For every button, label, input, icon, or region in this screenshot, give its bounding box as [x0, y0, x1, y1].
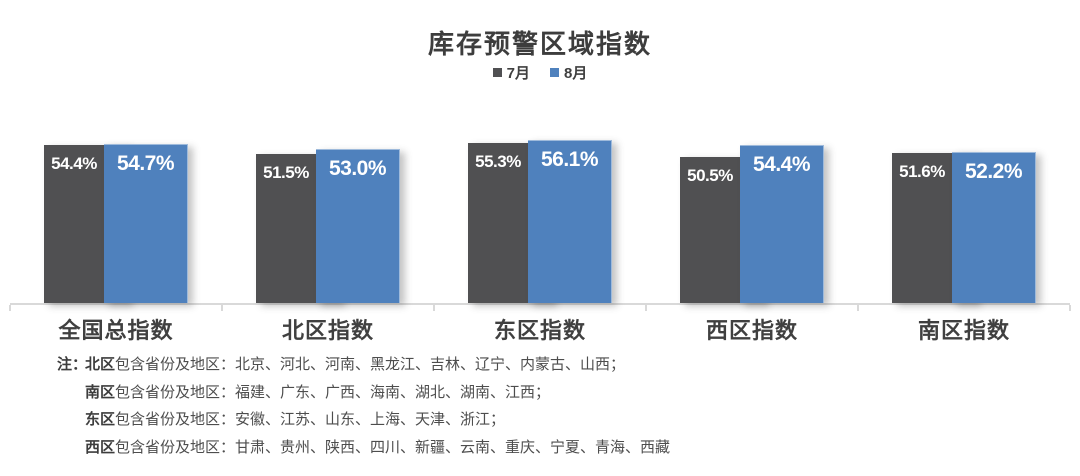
note-text-west: 包含省份及地区：甘肃、贵州、陕西、四川、新疆、云南、重庆、宁夏、青海、西藏: [115, 438, 671, 456]
bar-value-label: 51.6%: [899, 162, 945, 182]
note-prefix: 注：: [57, 356, 88, 373]
chart-title: 库存预警区域指数: [427, 29, 652, 59]
category-label-西区指数: 西区指数: [705, 318, 798, 343]
note-line: 东区包含省份及地区：安徽、江苏、山东、上海、天津、浙江；: [57, 406, 670, 434]
legend-label-july: 7月: [506, 65, 530, 82]
note-region-south: 南区: [85, 383, 116, 401]
category-axis: 全国总指数 北区指数 东区指数 西区指数 南区指数: [10, 313, 1070, 345]
category-label-北区指数: 北区指数: [281, 318, 374, 343]
axis-tick: [1069, 305, 1071, 311]
note-text-east: 包含省份及地区：安徽、江苏、山东、上海、天津、浙江；: [115, 411, 506, 428]
bar-group-东区指数: 55.3% 56.1%: [434, 89, 646, 303]
note-region-north: 北区: [85, 356, 116, 373]
legend-item-august: 8月: [550, 62, 587, 83]
bar-value-label: 51.5%: [263, 162, 309, 182]
axis-tick: [221, 305, 223, 311]
note-region-east: 东区: [85, 411, 116, 428]
bar-8月-北区指数: 53.0%: [316, 149, 400, 303]
bar-group-南区指数: 51.6% 52.2%: [858, 89, 1070, 303]
axis-tick: [9, 305, 11, 311]
legend-item-july: 7月: [492, 62, 530, 83]
bar-group-北区指数: 51.5% 53.0%: [222, 89, 434, 303]
note-region-west: 西区: [85, 438, 116, 456]
legend-swatch-august-icon: [550, 68, 559, 77]
note-text-south: 包含省份及地区：福建、广东、广西、海南、湖北、湖南、江西；: [115, 383, 551, 401]
note-text-north: 包含省份及地区：北京、河北、河南、黑龙江、吉林、辽宁、内蒙古、山西；: [115, 356, 626, 373]
axis-tick: [857, 305, 859, 311]
category-label-东区指数: 东区指数: [493, 318, 586, 343]
bar-value-label: 50.5%: [687, 165, 733, 185]
bar-8月-南区指数: 52.2%: [952, 151, 1036, 303]
bar-group-全国总指数: 54.4% 54.7%: [10, 89, 222, 303]
legend-label-august: 8月: [564, 65, 588, 82]
bar-group-西区指数: 50.5% 54.4%: [646, 89, 858, 303]
note-line: 南区包含省份及地区：福建、广东、广西、海南、湖北、湖南、江西；: [57, 379, 670, 407]
bar-value-label: 53.0%: [328, 157, 387, 181]
bar-value-label: 55.3%: [475, 151, 521, 171]
legend-swatch-july-icon: [492, 68, 502, 77]
bar-value-label: 54.4%: [752, 153, 811, 177]
legend: 7月 8月: [0, 62, 1080, 83]
notes: 注： 北区包含省份及地区：北京、河北、河南、黑龙江、吉林、辽宁、内蒙古、山西； …: [57, 351, 670, 461]
plot-area: 54.4% 54.7% 51.5% 53.0% 55.3% 56.1% 50.5% 54.4%…: [9, 89, 1071, 311]
bar-value-label: 52.2%: [964, 159, 1023, 183]
bar-8月-西区指数: 54.4%: [740, 145, 824, 303]
category-label-南区指数: 南区指数: [917, 318, 1010, 343]
category-label-全国总指数: 全国总指数: [58, 318, 174, 343]
axis-tick: [433, 305, 435, 311]
bar-value-label: 54.7%: [116, 152, 175, 176]
note-line: 注： 北区包含省份及地区：北京、河北、河南、黑龙江、吉林、辽宁、内蒙古、山西；: [57, 351, 670, 379]
bar-8月-全国总指数: 54.7%: [104, 144, 188, 303]
note-line: 西区包含省份及地区：甘肃、贵州、陕西、四川、新疆、云南、重庆、宁夏、青海、西藏: [57, 434, 670, 462]
bar-8月-东区指数: 56.1%: [528, 140, 612, 303]
axis-tick: [645, 305, 647, 311]
bar-value-label: 56.1%: [540, 148, 599, 172]
bar-value-label: 54.4%: [51, 154, 97, 174]
